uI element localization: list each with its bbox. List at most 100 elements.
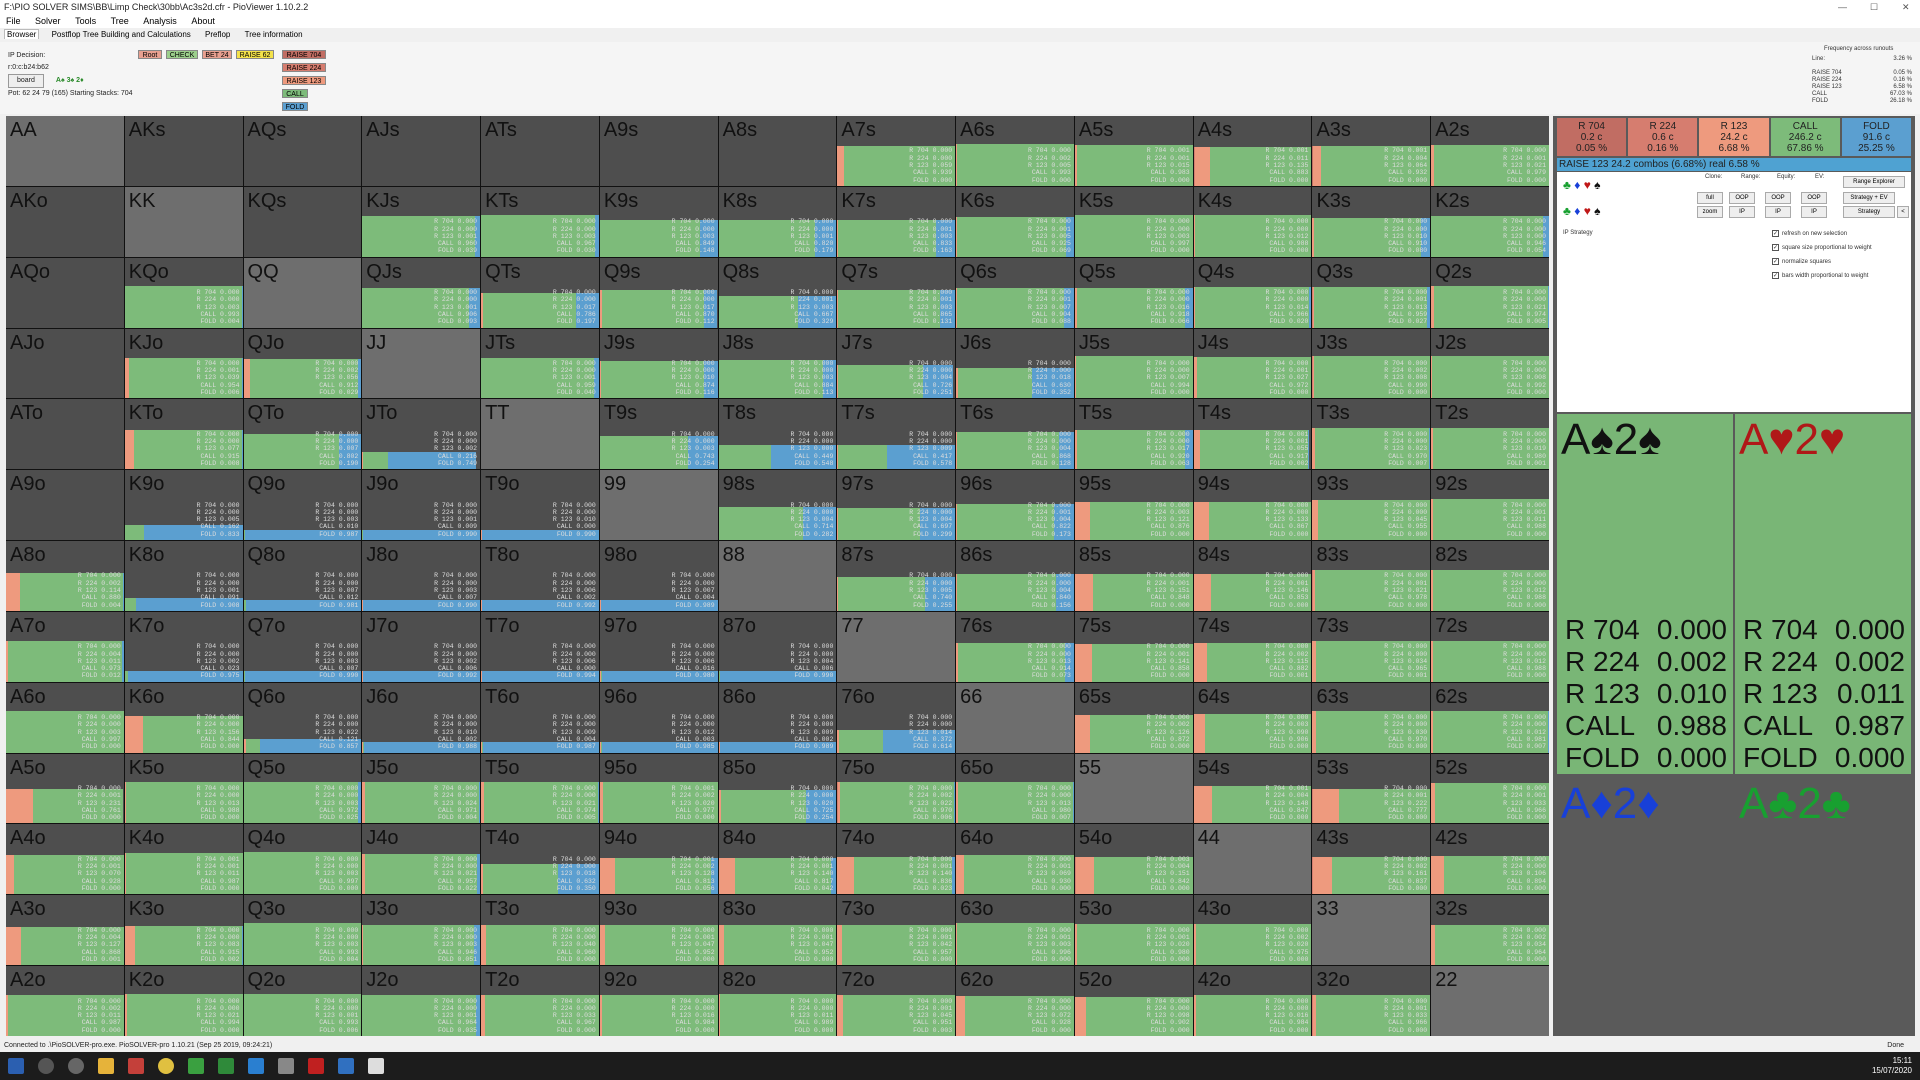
hand-cell[interactable]: R 704 0.000 R 224 0.004 R 123 0.127 CALL 0.… [6, 895, 124, 966]
hand-cell[interactable]: R 704 0.000 R 224 0.000 R 123 0.059 CALL 0.… [837, 116, 956, 186]
hand-cell[interactable]: R 704 0.000 R 224 0.001 R 123 0.140 CALL 0.… [837, 824, 956, 895]
node-raise-123[interactable]: RAISE 123 [282, 76, 326, 85]
hand-cell[interactable]: R 704 0.003 R 224 0.004 R 123 0.151 CALL 0.… [1074, 824, 1193, 895]
hand-cell[interactable]: R 704 0.000 R 224 0.001 R 123 0.027 CALL 0.… [1193, 328, 1312, 399]
tab-postflop[interactable]: Postflop Tree Building and Calculations [51, 30, 191, 39]
hand-cell[interactable]: R 704 0.000 R 224 0.000 R 123 0.012 CALL 0.… [1431, 682, 1549, 753]
zoom-button[interactable]: zoom [1697, 206, 1723, 218]
app-icon[interactable] [338, 1058, 354, 1074]
hand-cell[interactable]: R 704 0.000 R 224 0.000 R 123 0.019 CALL 0.… [1431, 399, 1549, 470]
hand-cell[interactable]: R 704 0.000 R 224 0.001 R 123 0.069 CALL 0.… [956, 824, 1074, 895]
hand-cell[interactable]: R 704 0.000 R 224 0.000 R 123 0.001 CALL 0.… [362, 470, 481, 541]
hand-cell[interactable]: R 704 0.000 R 224 0.000 R 123 0.016 CALL 0.… [599, 966, 718, 1036]
hand-cell[interactable]: R 704 0.000 R 224 0.000 R 123 0.003 CALL 0.… [481, 186, 599, 257]
hand-cell[interactable]: R 704 0.000 R 224 0.004 R 123 0.011 CALL 0.… [6, 611, 124, 682]
hand-cell[interactable]: R 704 0.000 R 224 0.000 R 123 0.098 CALL 0.… [1074, 966, 1193, 1036]
hand-cell[interactable]: R 704 0.001 R 224 0.001 R 123 0.015 CALL 0.… [1074, 116, 1193, 186]
hand-cell[interactable]: R 704 0.000 R 224 0.000 R 123 0.002 CALL 0.… [362, 399, 481, 470]
checkbox-icon[interactable]: ✓ [1772, 244, 1779, 251]
hand-cell[interactable]: R 704 0.000 R 224 0.000 R 123 0.001 CALL 0.… [362, 257, 481, 328]
node-check[interactable]: CHECK [166, 50, 198, 59]
hand-cell[interactable]: R 704 0.001 R 224 0.004 R 123 0.148 CALL 0.… [1193, 753, 1312, 824]
hand-cell[interactable]: R 704 0.000 R 224 0.000 R 123 0.106 CALL 0.… [1431, 824, 1549, 895]
hand-cell[interactable]: 88 [718, 541, 837, 611]
hand-cell[interactable]: R 704 0.000 R 224 0.002 R 123 0.008 CALL 0.… [1312, 328, 1431, 399]
hand-cell[interactable]: R 704 0.000 R 224 0.001 R 123 0.003 CALL 0.… [837, 257, 956, 328]
hand-cell[interactable]: R 704 0.000 R 224 0.000 R 123 0.013 CALL 0.… [124, 753, 243, 824]
hand-cell[interactable]: R 704 0.000 R 224 0.001 R 123 0.141 CALL 0.… [1074, 611, 1193, 682]
hand-cell[interactable]: R 704 0.000 R 224 0.000 R 123 0.010 CALL 0.… [1312, 186, 1431, 257]
action-call[interactable]: CALL 246.2 c 67.86 % [1770, 118, 1840, 156]
hand-cell[interactable]: R 704 0.000 R 224 0.000 R 123 0.001 CALL 0.… [718, 186, 837, 257]
hand-cell[interactable]: R 704 0.000 R 224 0.000 R 123 0.004 CALL 0.… [956, 541, 1074, 611]
hand-cell[interactable]: 44 [1193, 824, 1312, 895]
hand-cell[interactable]: R 704 0.000 R 224 0.000 R 123 0.001 CALL 0.… [362, 186, 481, 257]
hand-cell[interactable]: R 704 0.000 R 224 0.000 R 123 0.006 CALL 0.… [481, 541, 599, 611]
hand-cell[interactable]: R 704 0.000 R 224 0.000 R 123 0.001 CALL 0.… [362, 966, 481, 1036]
hand-cell[interactable]: R 704 0.000 R 224 0.000 R 123 0.009 CALL 0.… [837, 399, 956, 470]
range-oop-button[interactable]: OOP [1729, 192, 1755, 204]
cortana-icon[interactable] [68, 1058, 84, 1074]
hand-cell[interactable]: R 704 0.000 R 224 0.000 R 123 0.004 CALL 0.… [718, 470, 837, 541]
search-icon[interactable] [38, 1058, 54, 1074]
hand-cell[interactable]: R 704 0.000 R 224 0.000 R 123 0.023 CALL 0.… [1312, 399, 1431, 470]
app-icon[interactable] [308, 1058, 324, 1074]
ev-oop-button[interactable]: OOP [1801, 192, 1827, 204]
hand-cell[interactable]: R 704 0.000 R 224 0.002 R 123 0.115 CALL 0.… [1193, 611, 1312, 682]
combo-card-as2s[interactable]: A♠2♠ R 704 0.000 R 224 0.002 R 123 0.010 CA… [1557, 414, 1733, 774]
hand-cell[interactable]: A9o [6, 470, 124, 541]
hand-cell[interactable]: R 704 0.000 R 224 0.000 R 123 0.016 CALL 0.… [1074, 257, 1193, 328]
hand-cell[interactable]: R 704 0.000 R 224 0.000 R 123 0.003 CALL 0.… [243, 611, 362, 682]
heart-icon[interactable]: ♥ [1583, 204, 1591, 218]
hand-cell[interactable]: R 704 0.000 R 224 0.000 R 123 0.003 CALL 0.… [243, 470, 362, 541]
hand-cell[interactable]: 33 [1312, 895, 1431, 966]
hand-cell[interactable]: R 704 0.000 R 224 0.000 R 123 0.007 CALL 0.… [1074, 328, 1193, 399]
piosolver-icon[interactable] [188, 1058, 204, 1074]
hand-cell[interactable]: R 704 0.000 R 224 0.000 R 123 0.003 CALL 0.… [243, 824, 362, 895]
app-icon[interactable] [218, 1058, 234, 1074]
hand-cell[interactable]: R 704 0.000 R 224 0.001 R 123 0.070 CALL 0.… [6, 824, 124, 895]
spade-icon[interactable]: ♠ [1594, 204, 1601, 218]
hand-cell[interactable]: R 704 0.000 R 224 0.000 R 123 0.003 CALL 0.… [362, 895, 481, 966]
checkbox-icon[interactable]: ✓ [1772, 258, 1779, 265]
hand-cell[interactable]: A8s [718, 116, 837, 186]
hand-cell[interactable]: R 704 0.000 R 224 0.000 R 123 0.003 CALL 0.… [718, 328, 837, 399]
range-ip-button[interactable]: IP [1729, 206, 1755, 218]
hand-cell[interactable]: AKo [6, 186, 124, 257]
hand-cell[interactable]: R 704 0.000 R 224 0.000 R 123 0.003 CALL 0.… [362, 541, 481, 611]
hand-cell[interactable]: R 704 0.000 R 224 0.000 R 123 0.014 CALL 0.… [837, 682, 956, 753]
hand-cell[interactable]: R 704 0.000 R 224 0.000 R 123 0.021 CALL 0.… [124, 966, 243, 1036]
diamond-icon[interactable]: ♦ [1574, 204, 1581, 218]
hand-cell[interactable]: R 704 0.000 R 224 0.001 R 123 0.222 CALL 0.… [1312, 753, 1431, 824]
hand-cell[interactable]: R 704 0.000 R 224 0.001 R 123 0.004 CALL 0.… [956, 470, 1074, 541]
hand-cell[interactable]: R 704 0.000 R 224 0.001 R 123 0.140 CALL 0.… [718, 824, 837, 895]
hand-cell[interactable]: R 704 0.000 R 224 0.000 R 123 0.007 CALL 0.… [599, 541, 718, 611]
hand-cell[interactable]: R 704 0.000 R 224 0.000 R 123 0.012 CALL 0.… [1431, 611, 1549, 682]
equity-oop-button[interactable]: OOP [1765, 192, 1791, 204]
hand-cell[interactable]: R 704 0.000 R 224 0.000 R 123 0.003 CALL 0.… [124, 257, 243, 328]
menu-tree[interactable]: Tree [110, 16, 129, 26]
hand-cell[interactable]: R 704 0.000 R 224 0.001 R 123 0.047 CALL 0.… [599, 895, 718, 966]
hand-cell[interactable]: ATs [481, 116, 599, 186]
node-call[interactable]: CALL [282, 89, 308, 98]
hand-cell[interactable]: R 704 0.000 R 224 0.001 R 123 0.011 CALL 0.… [1431, 470, 1549, 541]
tab-browser[interactable]: Browser [4, 29, 40, 39]
hand-cell[interactable]: R 704 0.001 R 224 0.001 R 123 0.011 CALL 0.… [124, 824, 243, 895]
hand-cell[interactable]: R 704 0.000 R 224 0.000 R 123 0.020 CALL 0.… [718, 753, 837, 824]
action-r123[interactable]: R 123 24.2 c 6.68 % [1699, 118, 1769, 156]
hand-cell[interactable]: KK [124, 186, 243, 257]
hand-cell[interactable]: AJo [6, 328, 124, 399]
checkbox-square-size[interactable]: ✓ square size proportional to weight [1772, 244, 1872, 251]
checkbox-icon[interactable]: ✓ [1772, 230, 1779, 237]
hand-cell[interactable]: R 704 0.000 R 224 0.001 R 123 0.005 CALL 0.… [956, 186, 1074, 257]
hand-cell[interactable]: R 704 0.000 R 224 0.000 R 123 0.000 CALL 0.… [718, 399, 837, 470]
app-icon[interactable] [368, 1058, 384, 1074]
app-icon[interactable] [278, 1058, 294, 1074]
diamond-icon[interactable]: ♦ [1574, 178, 1581, 192]
hand-cell[interactable]: JJ [362, 328, 481, 399]
hand-cell[interactable]: R 704 0.000 R 224 0.000 R 123 0.011 CALL 0.… [718, 966, 837, 1036]
hand-cell[interactable]: R 704 0.000 R 224 0.002 R 123 0.020 CALL 0.… [1193, 895, 1312, 966]
full-button[interactable]: full [1697, 192, 1723, 204]
combo-card-ad2d[interactable]: A♦2♦ [1557, 778, 1733, 828]
hand-cell[interactable]: R 704 0.000 R 224 0.001 R 123 0.045 CALL 0.… [837, 966, 956, 1036]
